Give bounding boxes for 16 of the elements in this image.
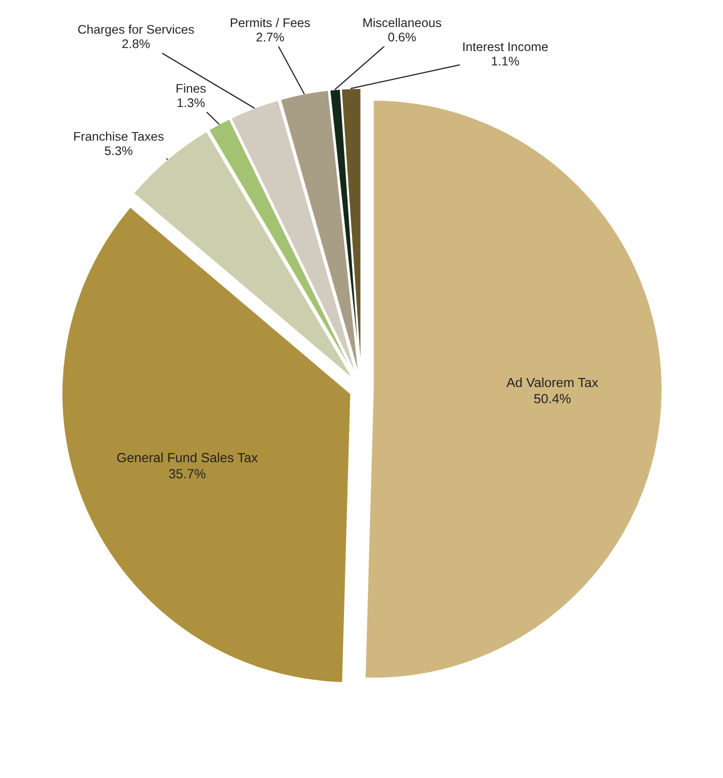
data-label: 0.6% <box>388 32 416 42</box>
slice-label: Interest Income <box>463 42 548 52</box>
data-label: 50.4% <box>534 394 571 404</box>
slice-label: Charges for Services <box>78 24 194 36</box>
slice-label: General Fund Sales Tax <box>117 452 258 462</box>
data-label: 2.8% <box>122 39 150 48</box>
data-label: 5.3% <box>104 146 132 156</box>
data-label: 1.3% <box>178 98 205 108</box>
data-label: 35.7% <box>169 469 206 478</box>
slice-label: Ad Valorem Tax <box>506 377 598 388</box>
data-label: 2.7% <box>256 32 284 42</box>
slice-label: Miscellaneous <box>363 18 442 28</box>
slice-label: Permits / Fees <box>230 18 310 28</box>
data-label: 1.1% <box>492 56 520 66</box>
slice-label: Franchise Taxes <box>74 132 164 141</box>
slice-label: Fines <box>176 84 206 93</box>
